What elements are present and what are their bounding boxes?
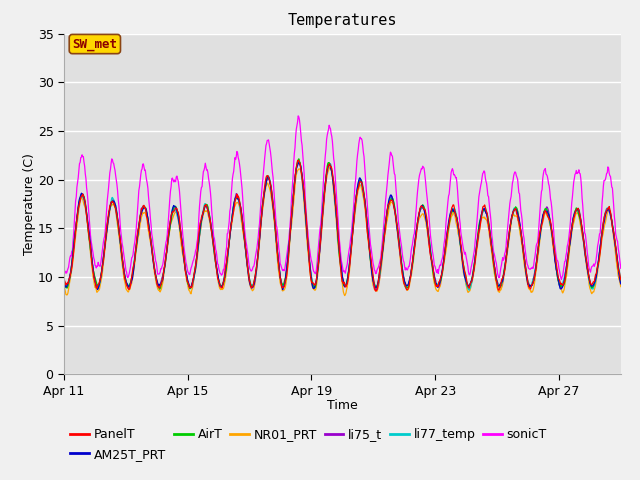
li77_temp: [511, 205, 519, 211]
AM25T_PRT: [293, 164, 301, 169]
AirT: [293, 161, 301, 167]
li77_temp: [465, 288, 473, 293]
AM25T_PRT: [80, 195, 88, 201]
li77_temp: [80, 197, 88, 203]
li75_t: [372, 287, 380, 293]
AirT: [192, 262, 200, 268]
Title: Temperatures: Temperatures: [287, 13, 397, 28]
AirT: [295, 156, 303, 162]
li75_t: [191, 267, 199, 273]
Line: AirT: AirT: [64, 159, 621, 289]
AirT: [80, 194, 88, 200]
AirT: [264, 176, 271, 181]
AM25T_PRT: [617, 281, 625, 287]
NR01_PRT: [511, 213, 519, 219]
li77_temp: [191, 269, 199, 275]
Line: li77_temp: li77_temp: [64, 162, 621, 290]
li75_t: [80, 195, 88, 201]
NR01_PRT: [377, 269, 385, 275]
li77_temp: [263, 176, 271, 182]
li75_t: [617, 279, 625, 285]
PanelT: [372, 288, 380, 294]
li77_temp: [295, 159, 303, 165]
NR01_PRT: [80, 202, 88, 207]
PanelT: [511, 206, 519, 212]
AM25T_PRT: [263, 177, 271, 182]
sonicT: [60, 267, 68, 273]
PanelT: [80, 195, 88, 201]
sonicT: [557, 276, 565, 282]
Line: li75_t: li75_t: [64, 162, 621, 290]
AirT: [511, 205, 519, 211]
li77_temp: [60, 277, 68, 283]
li75_t: [292, 166, 300, 171]
sonicT: [617, 265, 625, 271]
PanelT: [60, 277, 68, 283]
AM25T_PRT: [60, 278, 68, 284]
NR01_PRT: [263, 181, 271, 187]
PanelT: [263, 173, 271, 179]
li75_t: [511, 206, 519, 212]
Line: sonicT: sonicT: [64, 116, 621, 279]
PanelT: [617, 277, 625, 283]
sonicT: [511, 170, 518, 176]
NR01_PRT: [191, 271, 199, 276]
AM25T_PRT: [511, 207, 519, 213]
AM25T_PRT: [295, 160, 303, 166]
sonicT: [292, 127, 300, 132]
Line: NR01_PRT: NR01_PRT: [64, 167, 621, 296]
PanelT: [292, 165, 300, 171]
NR01_PRT: [617, 284, 625, 289]
li77_temp: [292, 167, 300, 172]
li75_t: [295, 159, 303, 165]
NR01_PRT: [341, 293, 349, 299]
li75_t: [263, 178, 271, 184]
Y-axis label: Temperature (C): Temperature (C): [23, 153, 36, 255]
AirT: [617, 279, 625, 285]
X-axis label: Time: Time: [327, 399, 358, 412]
sonicT: [80, 159, 88, 165]
AirT: [60, 277, 68, 283]
Text: SW_met: SW_met: [72, 37, 117, 50]
PanelT: [191, 267, 199, 273]
li75_t: [377, 266, 385, 272]
Legend: PanelT, AM25T_PRT, AirT, NR01_PRT, li75_t, li77_temp, sonicT: PanelT, AM25T_PRT, AirT, NR01_PRT, li75_…: [70, 428, 547, 461]
Line: AM25T_PRT: AM25T_PRT: [64, 163, 621, 289]
sonicT: [263, 141, 271, 146]
NR01_PRT: [292, 172, 300, 178]
sonicT: [294, 113, 302, 119]
li75_t: [60, 276, 68, 282]
AM25T_PRT: [377, 262, 385, 267]
AM25T_PRT: [191, 269, 199, 275]
sonicT: [376, 257, 384, 263]
AirT: [156, 287, 163, 292]
PanelT: [377, 261, 385, 267]
NR01_PRT: [60, 283, 68, 288]
li77_temp: [376, 267, 384, 273]
PanelT: [294, 157, 302, 163]
li77_temp: [617, 276, 625, 282]
Line: PanelT: PanelT: [64, 160, 621, 291]
AirT: [377, 263, 385, 268]
sonicT: [191, 252, 199, 257]
NR01_PRT: [326, 164, 333, 170]
AM25T_PRT: [279, 287, 287, 292]
